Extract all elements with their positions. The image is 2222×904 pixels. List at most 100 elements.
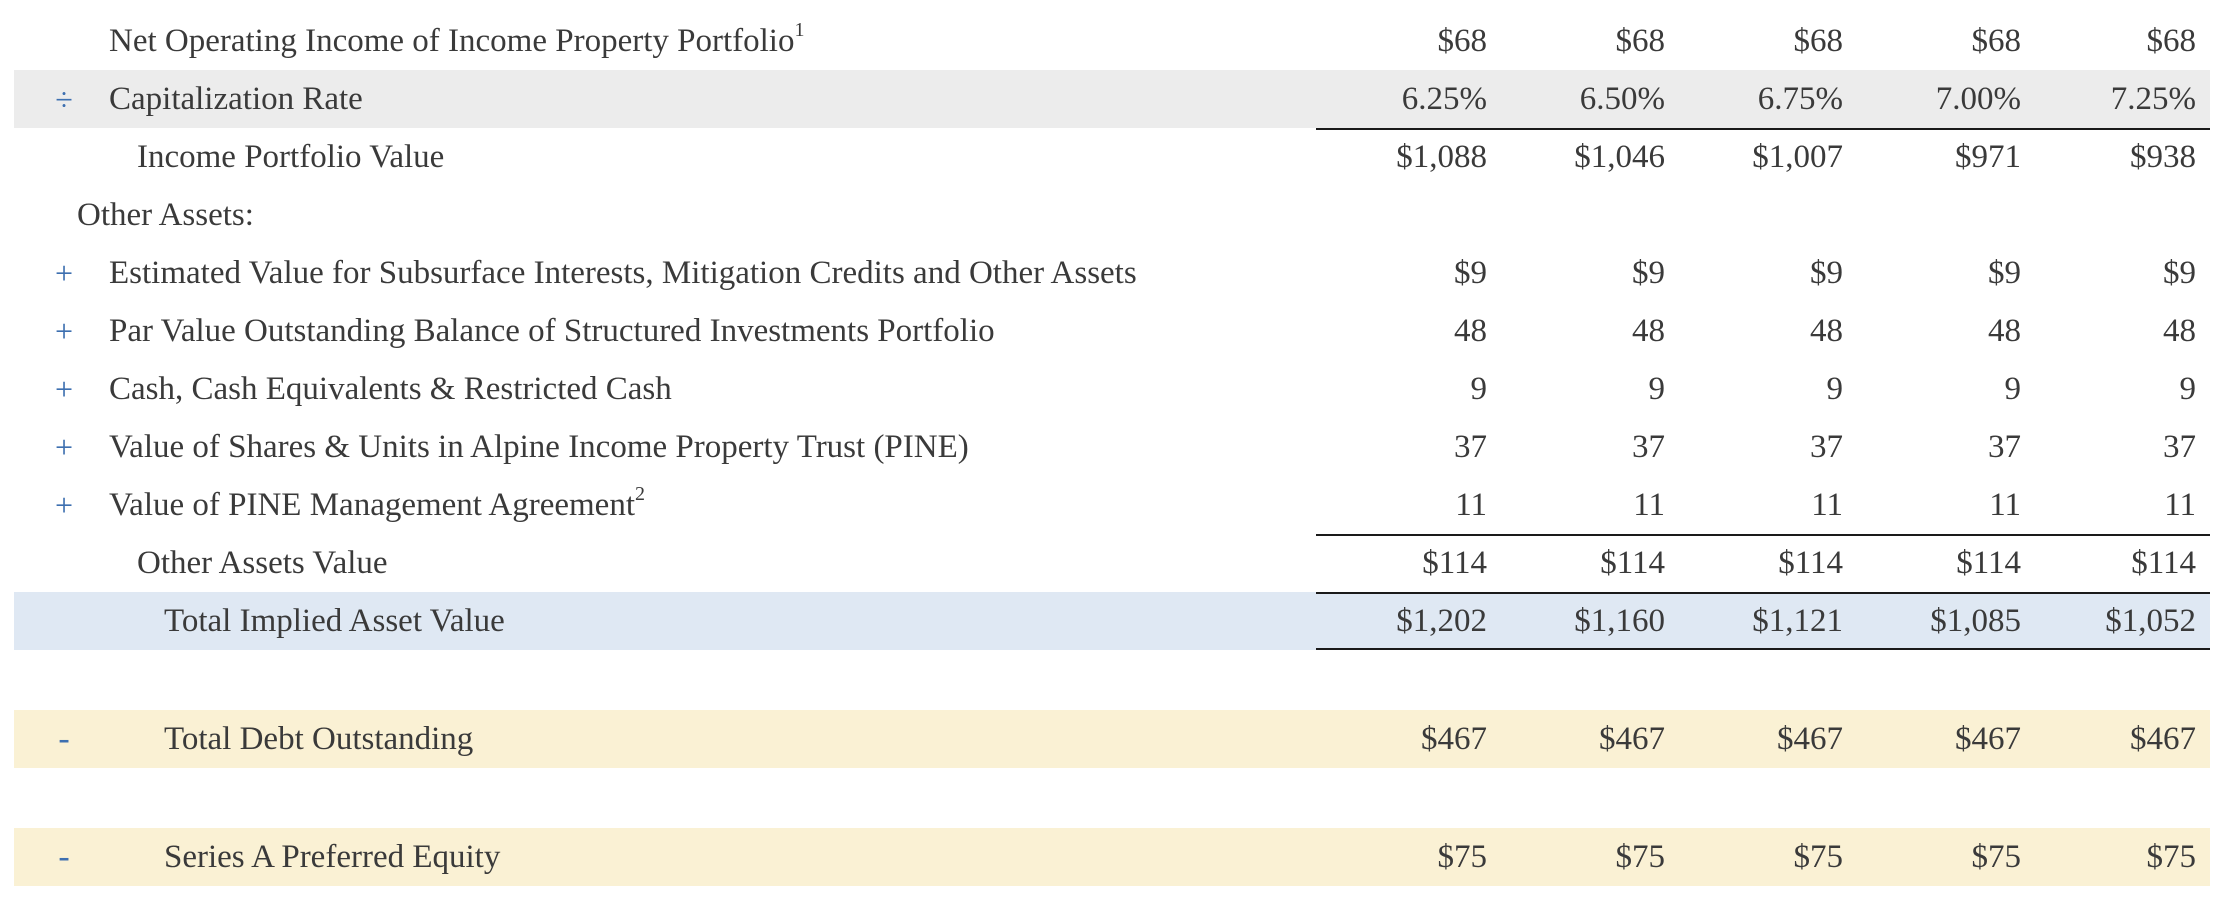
table-cell: $68 [1971,23,2022,59]
table-cell: $467 [1421,721,1487,757]
table-row-pine-shares: + Value of Shares & Units in Alpine Inco… [14,418,2210,476]
table-cell: $75 [1437,839,1488,875]
table-row-total-debt: - Total Debt Outstanding $467 $467 $467 … [14,710,2210,768]
table-row-preferred-equity: - Series A Preferred Equity $75 $75 $75 … [14,828,2210,886]
table-cell: $9 [1454,255,1487,291]
row-label-total-implied-asset-value: Total Implied Asset Value [164,603,505,639]
table-cell: 48 [1454,313,1487,349]
footnote-marker: 1 [794,19,805,41]
footnote-marker: 2 [635,483,646,505]
table-cell: $1,202 [1396,603,1487,639]
table-cell: $971 [1955,139,2021,175]
table-cell: $1,052 [2105,603,2196,639]
total-rule [1316,648,2210,650]
table-cell: $68 [2146,23,2197,59]
row-label-cash: Cash, Cash Equivalents & Restricted Cash [109,371,672,407]
table-cell: $1,121 [1752,603,1843,639]
valuation-table: Net Operating Income of Income Property … [14,12,2210,886]
plus-operator-icon: + [54,429,74,465]
table-cell: $68 [1615,23,1666,59]
table-cell: 9 [1826,371,1844,407]
table-row-net-operating-income: Net Operating Income of Income Property … [14,12,2210,70]
table-cell: 11 [1455,487,1487,523]
row-label-total-debt: Total Debt Outstanding [164,721,474,757]
table-cell: $114 [1778,545,1843,581]
plus-operator-icon: + [54,371,74,407]
plus-operator-icon: + [54,487,74,523]
table-cell: $114 [1956,545,2021,581]
table-row-other-assets-header: Other Assets: [14,186,2210,244]
table-cell: 7.25% [2110,81,2196,117]
table-cell: 11 [1633,487,1665,523]
table-cell: $1,088 [1396,139,1487,175]
table-cell: 11 [2164,487,2196,523]
table-cell: 48 [1632,313,1665,349]
table-cell: $114 [1422,545,1487,581]
table-cell: $9 [1988,255,2021,291]
table-cell: $1,160 [1574,603,1665,639]
table-cell: $75 [1615,839,1666,875]
table-cell: 11 [1811,487,1843,523]
table-cell: $1,085 [1930,603,2021,639]
table-cell: $1,046 [1574,139,1665,175]
table-cell: $114 [2131,545,2196,581]
row-label-preferred-equity: Series A Preferred Equity [164,839,501,875]
table-row-structured-investments: + Par Value Outstanding Balance of Struc… [14,302,2210,360]
minus-operator-icon: - [58,720,70,757]
section-heading-other-assets: Other Assets: [77,197,254,233]
table-cell: 6.50% [1579,81,1665,117]
table-cell: $467 [1777,721,1843,757]
table-cell: 9 [2004,371,2022,407]
table-cell: $9 [1632,255,1665,291]
plus-operator-icon: + [54,313,74,349]
table-cell: 6.25% [1401,81,1487,117]
table-cell: $75 [1971,839,2022,875]
subtotal-rule [1316,128,2210,130]
subtotal-rule [1316,534,2210,536]
table-cell: 37 [1454,429,1487,465]
table-cell: 37 [2163,429,2196,465]
table-cell: 48 [1988,313,2021,349]
row-label-pine-shares: Value of Shares & Units in Alpine Income… [109,429,969,465]
table-cell: 9 [2179,371,2197,407]
table-cell: $75 [2146,839,2197,875]
table-cell: 37 [1632,429,1665,465]
row-label-net-operating-income: Net Operating Income of Income Property … [109,19,805,59]
table-cell: $1,007 [1752,139,1843,175]
subtotal-rule [1316,592,2210,594]
row-label-structured-investments: Par Value Outstanding Balance of Structu… [109,313,995,349]
table-cell: $75 [1793,839,1844,875]
table-cell: $114 [1600,545,1665,581]
table-cell: 48 [2163,313,2196,349]
table-cell: 48 [1810,313,1843,349]
table-cell: 6.75% [1757,81,1843,117]
row-label-capitalization-rate: Capitalization Rate [109,81,363,117]
table-row-pine-management-agreement: + Value of PINE Management Agreement2 11… [14,476,2210,534]
spacer-row [14,768,2210,828]
row-label-other-assets-value: Other Assets Value [137,545,388,581]
table-cell: $467 [2130,721,2196,757]
minus-operator-icon: - [58,838,70,875]
table-cell: 9 [1470,371,1488,407]
table-row-subsurface-interests: + Estimated Value for Subsurface Interes… [14,244,2210,302]
table-cell: $68 [1437,23,1488,59]
plus-operator-icon: + [54,255,74,291]
table-cell: $938 [2130,139,2196,175]
table-cell: $9 [2163,255,2196,291]
table-row-cash: + Cash, Cash Equivalents & Restricted Ca… [14,360,2210,418]
table-cell: $68 [1793,23,1844,59]
table-row-total-implied-asset-value: Total Implied Asset Value $1,202 $1,160 … [14,592,2210,650]
divide-operator-icon: ÷ [55,81,73,117]
row-label-pine-management-agreement: Value of PINE Management Agreement2 [109,483,646,523]
table-cell: 37 [1988,429,2021,465]
table-cell: $9 [1810,255,1843,291]
table-cell: $467 [1599,721,1665,757]
table-cell: 7.00% [1935,81,2021,117]
table-row-capitalization-rate: ÷ Capitalization Rate 6.25% 6.50% 6.75% … [14,70,2210,128]
table-cell: 9 [1648,371,1666,407]
row-label-income-portfolio-value: Income Portfolio Value [137,139,445,175]
table-row-other-assets-value: Other Assets Value $114 $114 $114 $114 $… [14,534,2210,592]
table-row-income-portfolio-value: Income Portfolio Value $1,088 $1,046 $1,… [14,128,2210,186]
spacer-row [14,650,2210,710]
table-cell: 11 [1989,487,2021,523]
